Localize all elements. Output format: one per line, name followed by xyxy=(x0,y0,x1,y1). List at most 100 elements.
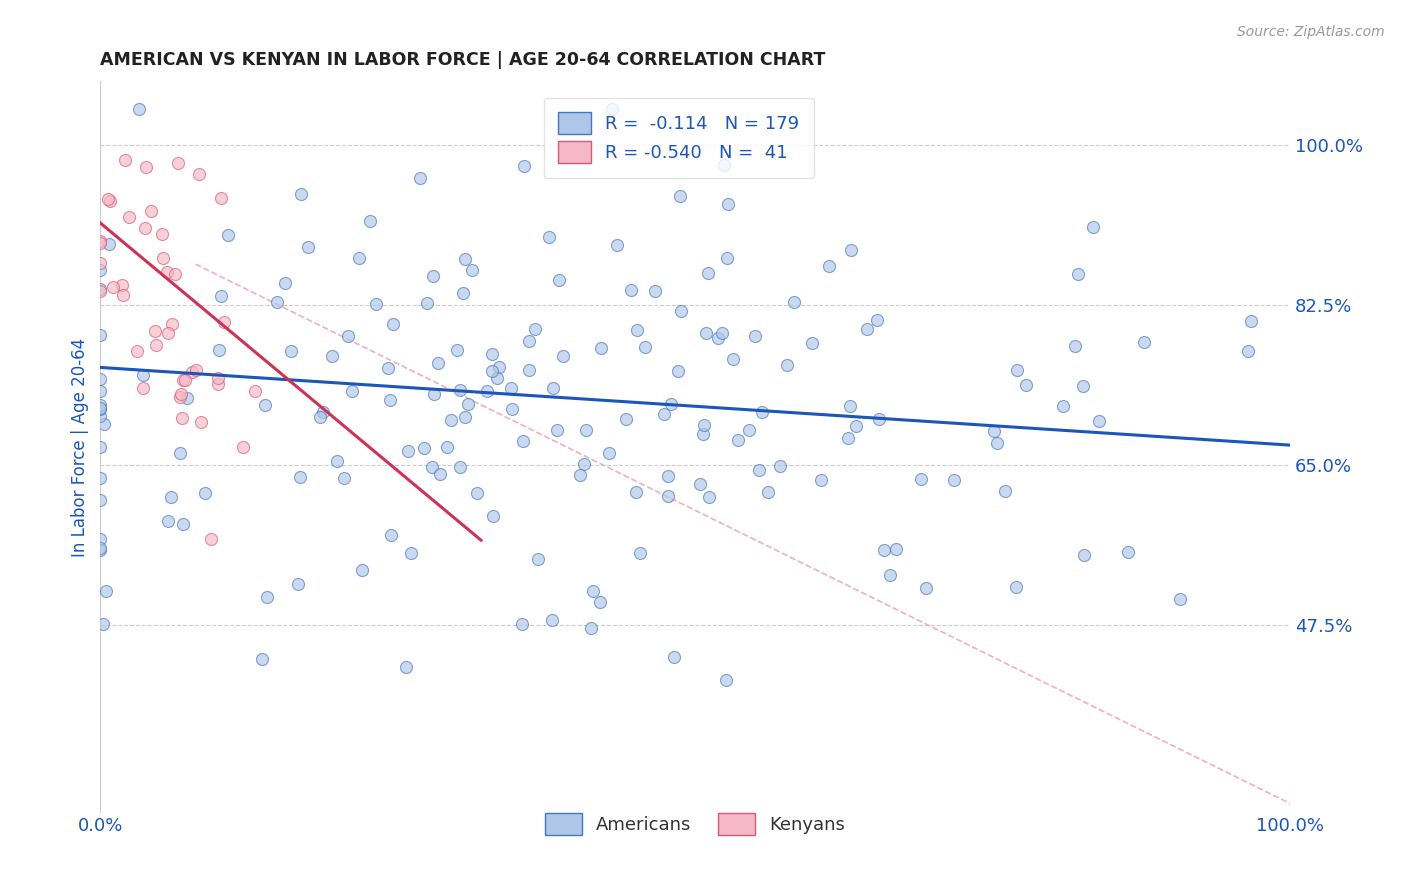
Point xyxy=(176,391,198,405)
Point xyxy=(914,581,936,595)
Point xyxy=(436,440,458,454)
Point xyxy=(776,359,799,373)
Point xyxy=(160,317,183,331)
Point xyxy=(145,324,167,338)
Point xyxy=(524,322,547,336)
Point xyxy=(1071,379,1094,393)
Point xyxy=(89,532,111,546)
Point xyxy=(167,155,190,169)
Point xyxy=(457,397,479,411)
Point xyxy=(111,288,134,302)
Y-axis label: In Labor Force | Age 20-64: In Labor Force | Age 20-64 xyxy=(72,337,89,557)
Point xyxy=(839,243,862,257)
Point xyxy=(134,221,156,235)
Point xyxy=(845,419,868,434)
Point xyxy=(312,404,335,418)
Point xyxy=(751,405,773,419)
Point xyxy=(135,161,157,175)
Point xyxy=(1052,399,1074,413)
Point xyxy=(668,364,690,378)
Point xyxy=(838,399,860,413)
Point xyxy=(449,459,471,474)
Point xyxy=(347,252,370,266)
Point xyxy=(1064,338,1087,352)
Point xyxy=(744,329,766,343)
Point xyxy=(501,402,523,417)
Point xyxy=(1007,363,1029,377)
Point xyxy=(628,546,651,560)
Point xyxy=(548,273,571,287)
Point xyxy=(654,408,676,422)
Point xyxy=(510,617,533,632)
Point xyxy=(250,652,273,666)
Point xyxy=(186,363,208,377)
Point xyxy=(868,412,890,426)
Point xyxy=(420,460,443,475)
Point xyxy=(200,532,222,546)
Legend: Americans, Kenyans: Americans, Kenyans xyxy=(537,804,853,844)
Point xyxy=(541,380,564,394)
Point xyxy=(422,269,444,284)
Point xyxy=(209,191,232,205)
Point xyxy=(128,102,150,116)
Point xyxy=(801,335,824,350)
Point xyxy=(626,323,648,337)
Point xyxy=(517,363,540,377)
Point xyxy=(132,381,155,395)
Point xyxy=(711,326,734,341)
Point xyxy=(689,477,711,491)
Point xyxy=(942,473,965,487)
Point xyxy=(537,229,560,244)
Point xyxy=(287,577,309,591)
Point xyxy=(614,412,637,426)
Point xyxy=(714,673,737,688)
Point xyxy=(266,295,288,310)
Point xyxy=(501,381,523,395)
Point xyxy=(89,492,111,507)
Point xyxy=(169,445,191,459)
Point xyxy=(89,327,111,342)
Point xyxy=(156,514,179,528)
Point xyxy=(114,153,136,167)
Point xyxy=(692,418,714,433)
Point xyxy=(336,329,359,343)
Point xyxy=(475,384,498,399)
Point xyxy=(769,459,792,474)
Point xyxy=(454,410,477,425)
Point xyxy=(512,434,534,448)
Point xyxy=(695,326,717,340)
Point xyxy=(396,444,419,458)
Point xyxy=(89,372,111,386)
Point xyxy=(657,468,679,483)
Point xyxy=(1240,314,1263,328)
Point xyxy=(467,486,489,500)
Point xyxy=(308,409,330,424)
Point xyxy=(692,427,714,442)
Point xyxy=(290,187,312,202)
Point xyxy=(446,343,468,358)
Point xyxy=(89,401,111,416)
Point xyxy=(416,295,439,310)
Point xyxy=(172,516,194,531)
Point xyxy=(89,384,111,398)
Point xyxy=(333,470,356,484)
Point xyxy=(818,260,841,274)
Point xyxy=(481,347,503,361)
Point xyxy=(713,158,735,172)
Point xyxy=(89,284,111,298)
Point xyxy=(1168,591,1191,606)
Point xyxy=(994,483,1017,498)
Point xyxy=(207,377,229,392)
Point xyxy=(243,384,266,398)
Point xyxy=(253,398,276,412)
Point xyxy=(180,365,202,379)
Point xyxy=(856,322,879,336)
Point xyxy=(118,210,141,224)
Point xyxy=(208,343,231,357)
Point xyxy=(1081,219,1104,234)
Point xyxy=(756,484,779,499)
Point xyxy=(288,470,311,484)
Point xyxy=(873,543,896,558)
Point xyxy=(170,410,193,425)
Point xyxy=(589,595,612,609)
